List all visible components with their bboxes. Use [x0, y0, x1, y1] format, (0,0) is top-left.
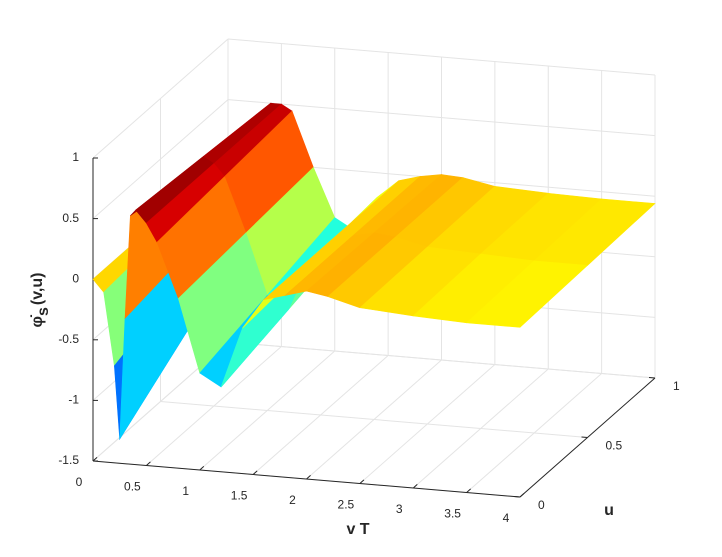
tick [252, 470, 258, 475]
grid-line [227, 341, 656, 379]
z-label-args: (v,u) [29, 273, 46, 306]
tick [519, 493, 525, 498]
grid-line [92, 38, 229, 159]
z-axis-label: φ̇s(v,u) [29, 273, 52, 328]
y-tick-label: 0.5 [606, 439, 623, 453]
z-label-symbol: φ̇ [29, 314, 46, 327]
x-tick-label: 1.5 [231, 489, 248, 503]
tick [359, 479, 365, 484]
tick [466, 488, 472, 493]
tick [146, 461, 151, 466]
x-tick-label: 0.5 [124, 480, 141, 494]
y-tick-label: 0 [538, 498, 545, 512]
tick [412, 484, 418, 489]
grid-line [160, 401, 588, 438]
y-tick-label: 1 [673, 379, 680, 393]
tick [199, 466, 205, 471]
grid-line [227, 38, 656, 76]
grid-line [227, 99, 656, 137]
z-tick-label: -0.5 [58, 332, 79, 346]
x-axis-label: v T [346, 521, 369, 538]
x-tick-label: 4 [503, 511, 510, 525]
z-tick-label: 0 [72, 271, 79, 285]
z-tick-label: 0.5 [62, 211, 79, 225]
x-tick-label: 2.5 [338, 498, 355, 512]
z-tick-label: -1 [68, 393, 79, 407]
x-tick-label: 3.5 [444, 507, 461, 521]
grid-line [92, 99, 229, 219]
tick [648, 377, 656, 379]
tick [92, 457, 98, 462]
tick [581, 436, 588, 438]
x-tick-label: 2 [289, 493, 296, 507]
x-tick-label: 1 [182, 484, 189, 498]
tick [513, 496, 521, 498]
y-axis-label: u [604, 502, 614, 519]
x-tick-label: 3 [396, 502, 403, 516]
surface-face [465, 260, 589, 328]
z-tick-label: -1.5 [58, 453, 79, 467]
z-label-subscript: s [35, 307, 52, 316]
z-tick-label: 1 [72, 150, 79, 164]
x-tick-label: 0 [76, 475, 83, 489]
tick [306, 475, 311, 480]
